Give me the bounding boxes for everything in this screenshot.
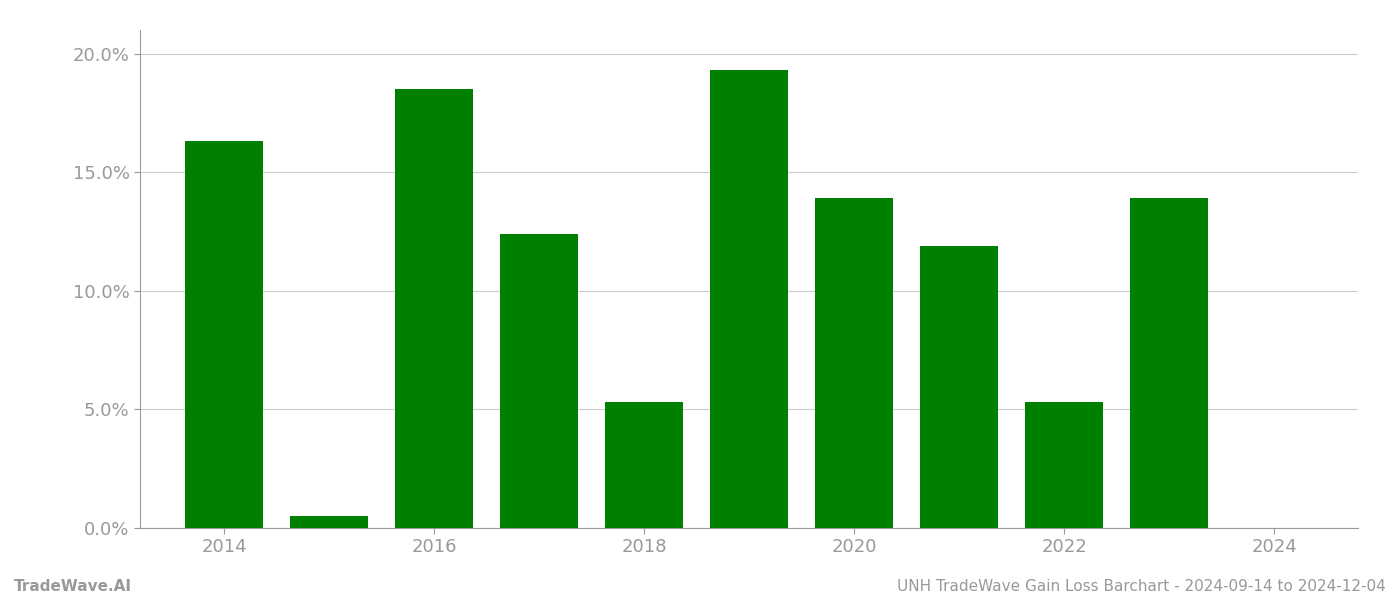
Bar bbox=[395, 89, 473, 528]
Bar bbox=[290, 516, 368, 528]
Bar bbox=[500, 234, 578, 528]
Text: UNH TradeWave Gain Loss Barchart - 2024-09-14 to 2024-12-04: UNH TradeWave Gain Loss Barchart - 2024-… bbox=[897, 579, 1386, 594]
Bar bbox=[1025, 403, 1103, 528]
Bar bbox=[185, 142, 263, 528]
Bar bbox=[710, 70, 788, 528]
Bar bbox=[815, 199, 893, 528]
Bar bbox=[920, 246, 998, 528]
Text: TradeWave.AI: TradeWave.AI bbox=[14, 579, 132, 594]
Bar bbox=[605, 403, 683, 528]
Bar bbox=[1130, 199, 1208, 528]
